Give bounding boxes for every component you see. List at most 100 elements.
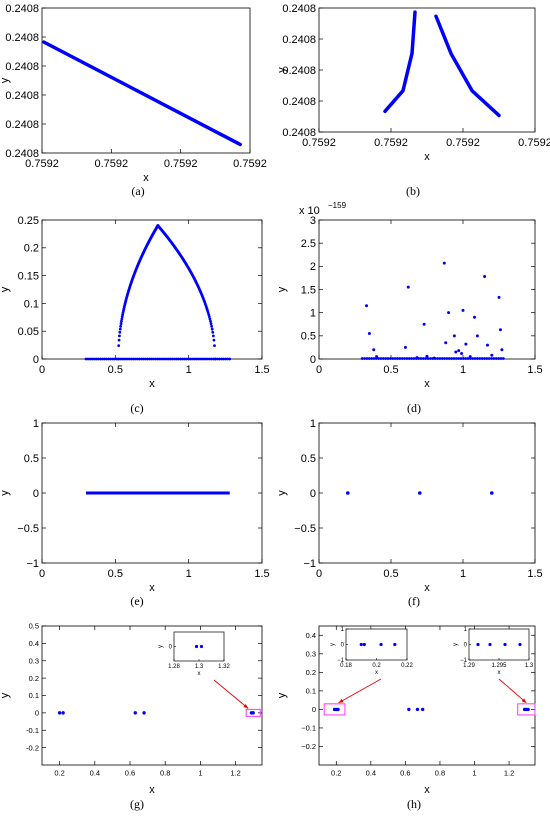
panel-f-axes-frame — [318, 422, 536, 564]
panel-g-y-tick-label: 0.1 — [29, 691, 39, 700]
panel-h-inset-left-point — [362, 642, 366, 647]
panel-c-point — [210, 327, 214, 331]
panel-c-point — [98, 357, 102, 361]
panel-c-x-axis-label: x — [149, 378, 155, 390]
panel-d-point — [393, 357, 397, 360]
panel-d-point — [468, 355, 472, 359]
panel-g-inset-x-axis-label: x — [198, 671, 201, 677]
panel-h-x-tick-label: 0.6 — [400, 769, 410, 778]
panel-c-point — [168, 357, 172, 361]
panel-d-point — [372, 348, 376, 352]
panel-c-point — [208, 317, 212, 321]
panel-h-inset-right-y-tick-label: 1 — [464, 627, 468, 633]
panel-h-y-tick-label: 0.2 — [306, 668, 316, 677]
panel-d-y-tick-label: 1.5 — [301, 284, 316, 296]
panel-a-x-tick-label: 0.7592 — [233, 158, 267, 170]
panel-h-inset-left-x-tick-label: 0.2 — [372, 663, 381, 669]
panel-c-y-tick-label: 0.25 — [18, 215, 39, 227]
panel-d-point — [498, 328, 502, 332]
panel-d-point — [386, 357, 390, 360]
panel-c-point — [109, 357, 113, 361]
panel-h-y-tick-label: 0 — [312, 705, 316, 714]
panel-c-point — [117, 344, 121, 348]
panel-c-point — [135, 357, 139, 361]
panel-b-y-tick-label: 0.2408 — [282, 127, 316, 139]
panel-h-inset-left-x-tick-label: 0.22 — [401, 663, 413, 669]
panel-d-x-tick-label: 1.5 — [527, 364, 542, 376]
panel-c-point — [96, 357, 100, 361]
panel-d-point — [367, 357, 371, 360]
panel-h-inset-left-x-tick-label: 0.18 — [340, 663, 352, 669]
panel-h-inset-left-point — [359, 642, 363, 647]
panel-c-x-tick-label: 1 — [186, 364, 192, 376]
panel-g-point — [133, 711, 137, 715]
panel-a-y-axis-label: y — [0, 77, 11, 83]
panel-f-y-tick-label: 0 — [310, 488, 316, 500]
panel-c-point — [218, 357, 221, 361]
panel-c-point — [209, 322, 213, 326]
panel-d-point — [492, 357, 496, 360]
panel-a-x-axis-label: x — [143, 172, 149, 184]
panel-h-inset-right-x-tick-label: 1.295 — [491, 663, 507, 669]
panel-h-point — [526, 707, 530, 712]
panel-d-point — [377, 357, 381, 360]
panel-c-point — [117, 338, 121, 342]
panel-d-point — [464, 342, 468, 346]
panel-d-x-axis-label: x — [424, 378, 430, 390]
panel-d-y-axis-label: y — [276, 286, 288, 292]
panel-d-point — [464, 357, 468, 360]
panel-c-point — [133, 357, 137, 361]
panel-d-y-tick-label: 3 — [310, 215, 316, 227]
panel-b-x-tick-label: 0.7592 — [446, 137, 480, 149]
panel-d-point — [405, 357, 409, 360]
panel-h-arrow-left-head — [338, 698, 344, 703]
panel-c-point — [142, 357, 145, 361]
panel-c-point — [187, 357, 191, 361]
panel-h-inset-left-x-axis-label: x — [375, 670, 378, 676]
panel-f-y-tick-label: −1 — [303, 558, 316, 570]
panel-d-point — [381, 357, 385, 360]
panel-d-point — [391, 357, 395, 360]
panel-d-point — [447, 311, 451, 315]
panel-g-y-tick-label: 0.3 — [29, 656, 39, 665]
panel-h-inset-right-point — [503, 642, 507, 647]
panel-f-caption: (f) — [408, 594, 420, 608]
panel-d-point — [485, 357, 489, 360]
panel-h-inset-left-y-tick-label: 0 — [341, 643, 345, 649]
panel-g-arrow — [213, 679, 249, 709]
panel-h-inset-left-point — [393, 642, 397, 647]
panel-d-point — [452, 334, 456, 338]
panel-c-point — [119, 357, 123, 361]
panel-c-x-tick-label: 0 — [39, 364, 45, 376]
panel-c-point — [123, 357, 127, 361]
panel-h-caption: (h) — [407, 797, 421, 811]
panel-d-point — [461, 308, 465, 312]
panel-d-point — [478, 357, 482, 360]
panel-b-x-axis-label: x — [424, 151, 430, 163]
panel-g-y-tick-label: 0.5 — [29, 622, 39, 631]
panel-g-arrow-head — [243, 703, 249, 709]
panel-h-inset-left-frame — [345, 628, 408, 661]
panel-d-point — [473, 315, 477, 319]
panel-d-point — [475, 334, 479, 338]
panel-c-point — [193, 357, 197, 361]
panel-h-inset-right-point — [476, 642, 480, 647]
panel-e-x-tick-label: 1.5 — [254, 568, 269, 580]
panel-d-point — [365, 357, 369, 360]
panel-e-y-tick-label: 1 — [33, 418, 39, 430]
panel-h-point — [415, 707, 420, 712]
panel-d-x-tick-label: 1 — [460, 364, 466, 376]
panel-a-caption: (a) — [131, 184, 144, 198]
panel-g-inset-x-tick-label: 1.28 — [168, 664, 180, 670]
panel-a-series-line — [42, 40, 242, 147]
panel-d-point — [485, 343, 489, 347]
panel-h-highlight-box-left — [323, 703, 346, 716]
panel-d-point — [370, 357, 374, 360]
panel-c-y-tick-label: 0.05 — [18, 326, 39, 338]
panel-g-point — [61, 711, 65, 715]
panel-c-point — [212, 338, 216, 342]
panel-c-point — [179, 357, 182, 361]
panel-f-y-tick-label: 1 — [310, 418, 316, 430]
panel-d-point — [400, 357, 404, 360]
